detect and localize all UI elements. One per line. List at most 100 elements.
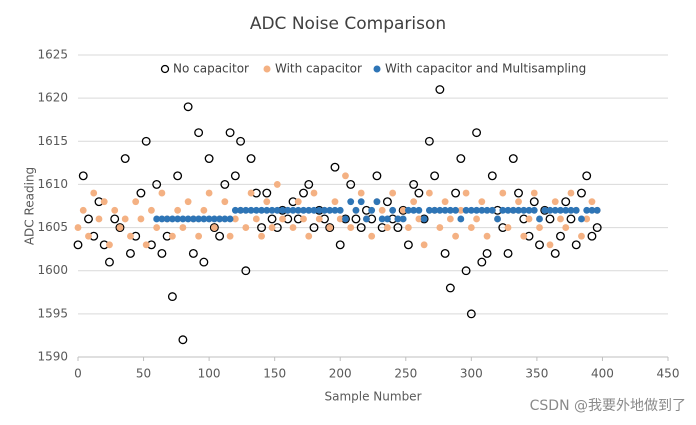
y-tick-label: 1610 — [37, 177, 68, 191]
point — [279, 215, 286, 223]
point — [467, 206, 475, 214]
point — [273, 181, 281, 188]
point — [273, 206, 281, 214]
point — [169, 215, 176, 223]
point — [204, 154, 214, 163]
point — [462, 189, 470, 197]
point — [415, 206, 423, 214]
point — [394, 215, 402, 223]
point — [189, 215, 197, 223]
y-tick-label: 1620 — [37, 91, 68, 105]
point — [577, 188, 586, 198]
point — [389, 189, 397, 197]
point — [325, 223, 335, 233]
point — [357, 189, 365, 197]
point — [382, 197, 392, 207]
point — [305, 232, 313, 240]
point — [441, 206, 449, 214]
point — [242, 206, 250, 214]
point — [525, 215, 533, 223]
point — [331, 206, 339, 214]
point — [221, 215, 229, 223]
point — [163, 215, 171, 223]
point — [536, 215, 543, 223]
point — [557, 215, 564, 223]
point — [436, 206, 444, 214]
point — [279, 206, 286, 214]
point — [441, 198, 449, 206]
point — [462, 206, 470, 214]
point — [257, 223, 267, 233]
point — [403, 240, 413, 250]
point — [566, 214, 576, 224]
point — [184, 198, 192, 206]
point — [346, 179, 356, 189]
point — [267, 214, 277, 224]
point — [84, 214, 93, 224]
point — [425, 189, 433, 197]
point — [74, 224, 82, 231]
point — [85, 232, 92, 240]
point — [289, 206, 297, 214]
point — [342, 172, 349, 180]
point — [309, 223, 319, 233]
point — [299, 188, 308, 198]
point — [205, 215, 213, 223]
y-tick-label: 1605 — [37, 220, 68, 234]
point — [420, 241, 428, 249]
point — [567, 206, 575, 214]
point — [578, 232, 585, 240]
point — [368, 206, 376, 214]
point — [409, 179, 419, 189]
point — [545, 214, 555, 224]
point — [152, 179, 162, 189]
x-tick-label: 200 — [329, 367, 352, 381]
point — [440, 249, 450, 258]
point — [300, 215, 307, 223]
point — [200, 215, 208, 223]
point — [478, 206, 486, 214]
point — [515, 198, 522, 206]
point — [520, 232, 528, 240]
point — [467, 224, 475, 231]
point — [357, 198, 365, 206]
point — [111, 206, 119, 214]
point — [336, 215, 344, 223]
legend-marker — [373, 65, 381, 73]
point — [78, 171, 88, 181]
point — [482, 249, 492, 258]
point — [414, 188, 424, 198]
point — [115, 223, 125, 233]
point — [220, 179, 230, 189]
point — [73, 240, 83, 250]
point — [225, 128, 235, 138]
point — [457, 206, 465, 214]
point — [136, 188, 146, 198]
point — [494, 215, 501, 223]
point — [399, 215, 407, 223]
point — [499, 189, 507, 197]
point — [550, 249, 560, 258]
point — [179, 215, 187, 223]
point — [183, 102, 193, 112]
point — [593, 206, 601, 214]
point — [315, 206, 323, 214]
point — [431, 206, 439, 214]
point — [230, 171, 240, 181]
point — [472, 128, 482, 138]
point — [284, 206, 292, 214]
point — [200, 206, 208, 214]
point — [209, 223, 219, 233]
point — [405, 206, 412, 214]
point — [562, 224, 570, 231]
point — [520, 206, 528, 214]
point — [410, 198, 418, 206]
point — [556, 231, 565, 241]
point — [263, 206, 271, 214]
point — [473, 206, 480, 214]
point — [372, 171, 382, 181]
point — [121, 215, 129, 223]
point — [263, 198, 271, 206]
point — [592, 223, 602, 233]
